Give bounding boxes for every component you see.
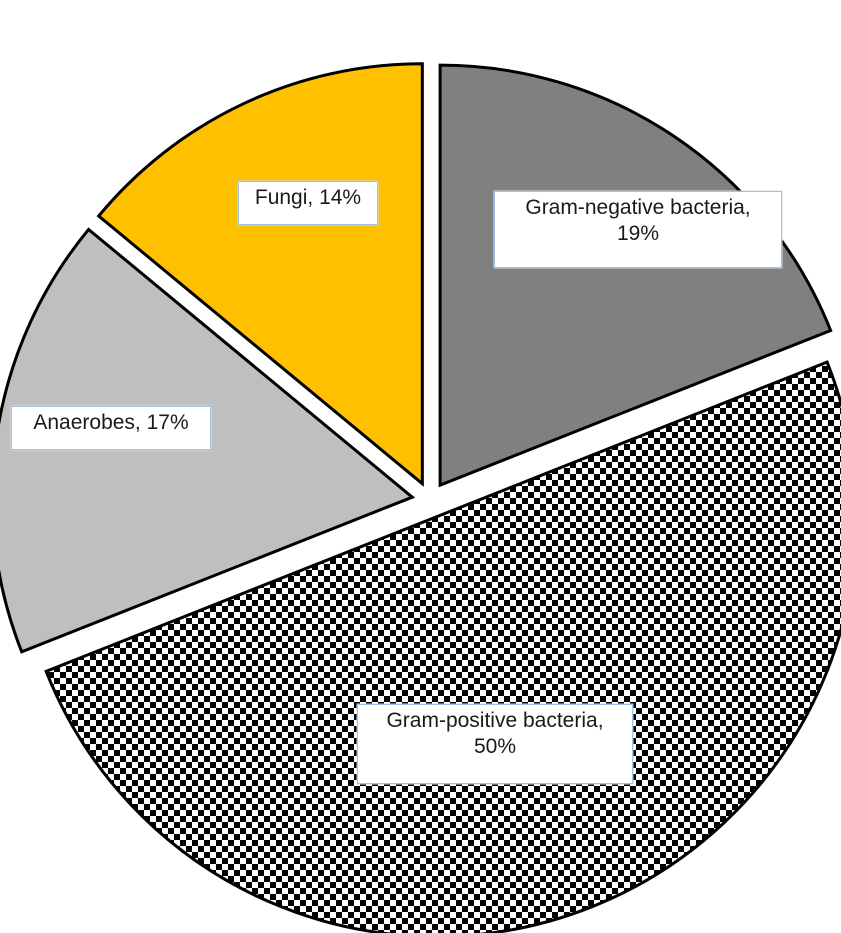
data-label-gram-positive: Gram-positive bacteria, 50% xyxy=(357,704,633,784)
data-label-gram-negative-line1: Gram-negative bacteria, xyxy=(525,196,751,219)
data-label-gram-negative: Gram-negative bacteria, 19% xyxy=(494,191,782,268)
data-label-anaerobes: Anaerobes, 17% xyxy=(11,406,211,450)
pie-slice-gram-positive xyxy=(44,360,841,933)
data-label-anaerobes-text: Anaerobes, 17% xyxy=(33,411,189,434)
data-label-fungi-text: Fungi, 14% xyxy=(254,186,362,209)
data-label-gram-positive-line1: Gram-positive bacteria, xyxy=(386,709,604,732)
data-label-gram-negative-line2: 19% xyxy=(616,222,660,245)
data-label-gram-positive-line2: 50% xyxy=(473,735,517,758)
pie-slice-gram-negative xyxy=(438,63,833,488)
data-label-fungi: Fungi, 14% xyxy=(238,181,378,225)
pie-slice-fungi xyxy=(96,62,424,487)
